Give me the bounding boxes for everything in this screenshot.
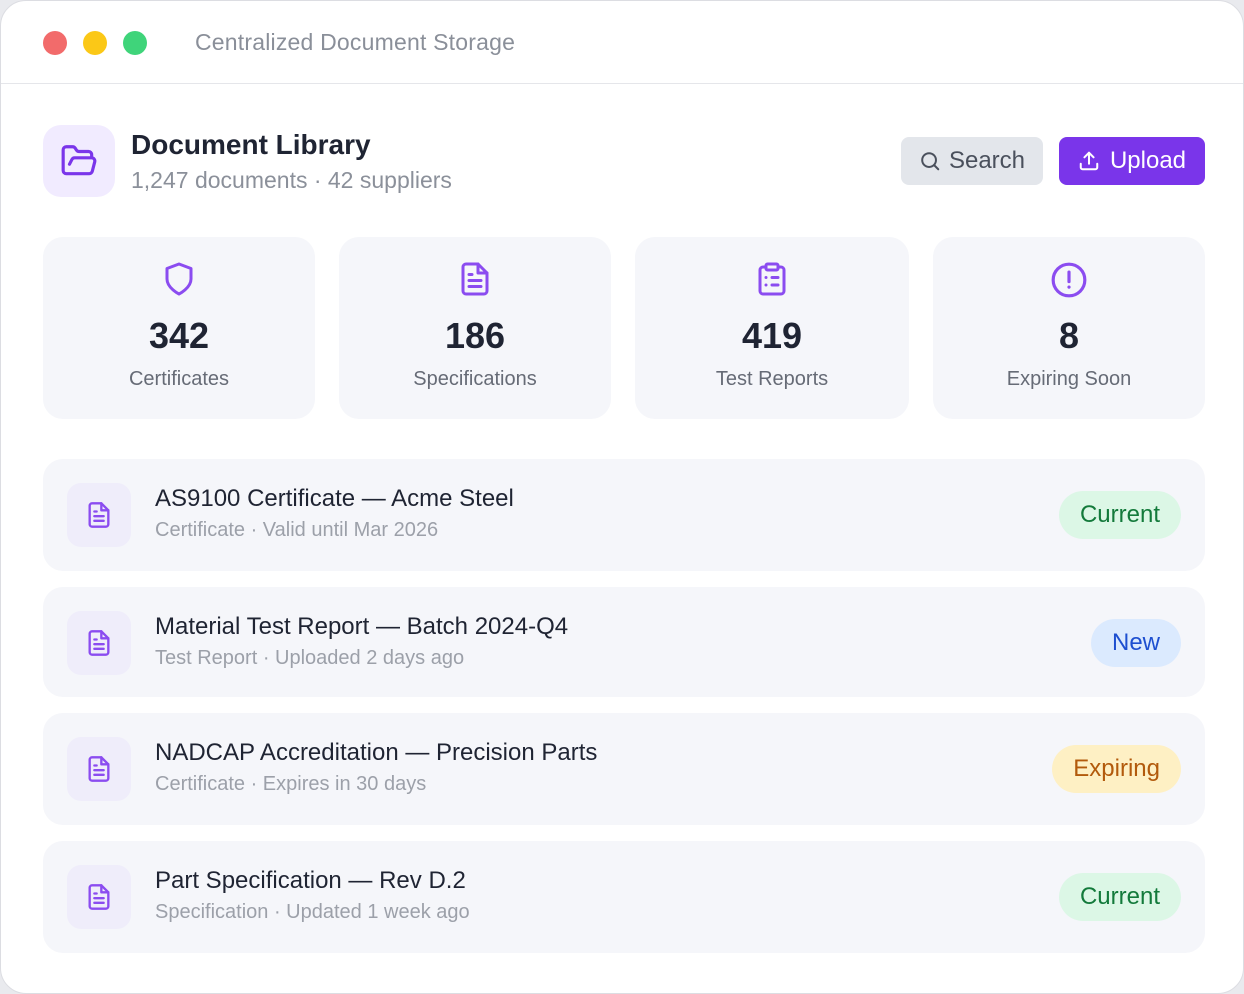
status-badge: New [1090,619,1181,667]
document-icon [67,737,131,801]
stat-label: Certificates [128,368,230,390]
close-window-button[interactable] [43,31,67,55]
status-badge: Current [1058,873,1181,921]
library-header: Document Library 1,247 documents · 42 su… [43,125,1205,197]
stat-card-certificates[interactable]: 342 Certificates [43,237,315,419]
upload-button-label: Upload [1109,147,1187,174]
page-title: Document Library [131,129,371,160]
search-button[interactable]: Search [901,137,1043,185]
maximize-window-button[interactable] [123,31,147,55]
stat-value: 8 [1058,315,1080,356]
stat-label: Test Reports [715,368,829,390]
upload-icon [1079,151,1099,171]
document-meta: Certificate · Valid until Mar 2026 [155,519,439,541]
minimize-window-button[interactable] [83,31,107,55]
page-subtitle: 1,247 documents · 42 suppliers [131,167,452,193]
document-icon [67,483,131,547]
document-title: AS9100 Certificate — Acme Steel [155,485,514,512]
document-meta: Specification · Updated 1 week ago [155,901,470,923]
stats-row: 342 Certificates 186 Specifications 419 … [43,237,1205,419]
document-meta: Certificate · Expires in 30 days [155,773,427,795]
stat-label: Expiring Soon [1006,368,1132,390]
document-title: Material Test Report — Batch 2024-Q4 [155,613,569,640]
stat-label: Specifications [413,368,537,390]
search-icon [921,152,940,171]
title-bar: Centralized Document Storage [1,1,1243,84]
document-icon [67,611,131,675]
document-row[interactable]: Part Specification — Rev D.2 Specificati… [43,841,1205,953]
document-title: Part Specification — Rev D.2 [155,867,466,894]
alert-circle-icon [1051,262,1087,298]
document-row[interactable]: AS9100 Certificate — Acme Steel Certific… [43,459,1205,571]
folder-open-icon [43,125,115,197]
stat-value: 186 [444,315,506,356]
shield-icon [165,262,193,296]
document-icon [67,865,131,929]
clipboard-icon [758,262,786,296]
document-row[interactable]: NADCAP Accreditation — Precision Parts C… [43,713,1205,825]
stat-card-expiring-soon[interactable]: 8 Expiring Soon [933,237,1205,419]
stat-card-specifications[interactable]: 186 Specifications [339,237,611,419]
window-title: Centralized Document Storage [195,29,516,55]
stat-value: 342 [148,315,210,356]
search-button-label: Search [948,147,1026,174]
stat-card-test-reports[interactable]: 419 Test Reports [635,237,909,419]
document-meta: Test Report · Uploaded 2 days ago [155,647,465,669]
document-title: NADCAP Accreditation — Precision Parts [155,739,598,766]
document-icon [461,262,489,296]
status-badge: Current [1058,491,1181,539]
stat-value: 419 [741,315,803,356]
document-row[interactable]: Material Test Report — Batch 2024-Q4 Tes… [43,587,1205,697]
status-badge: Expiring [1052,745,1181,793]
upload-button[interactable]: Upload [1059,137,1205,185]
